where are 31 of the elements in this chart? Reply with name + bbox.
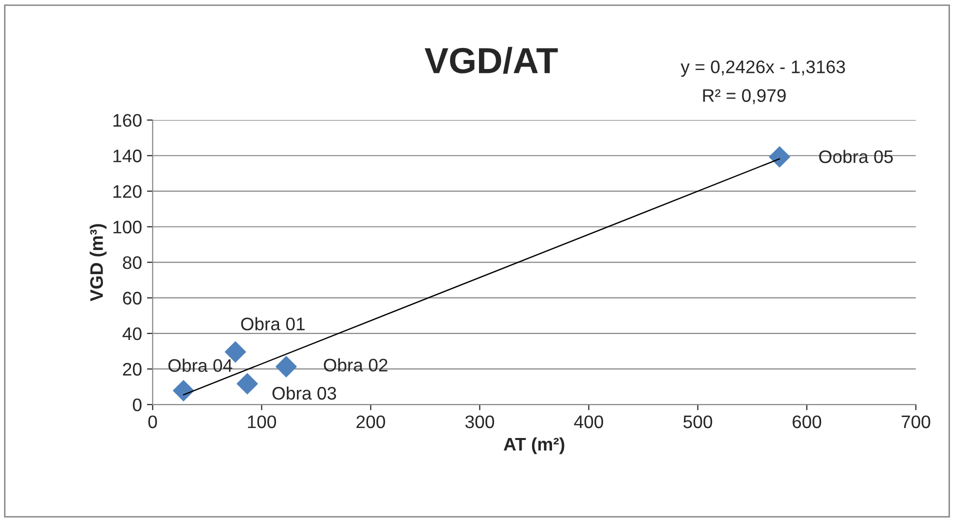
x-tick-label: 600 [792, 415, 822, 428]
annotation: Obra 02 [324, 358, 388, 372]
x-tick-label: 100 [248, 415, 276, 428]
y-tick-label: 40 [122, 327, 142, 340]
text: R² = 0,979 [703, 89, 786, 104]
chart-title: VGD/AT [424, 46, 558, 74]
point [276, 356, 297, 378]
x-tick-label: 0 [148, 415, 157, 428]
annotation: Oobra 05 [819, 150, 893, 164]
annotation: Obra 03 [272, 386, 336, 400]
text: y = 0,2426x - 1,3163 [680, 60, 845, 77]
x-tick-label: 400 [574, 415, 604, 428]
y-tick-label: 20 [123, 362, 142, 376]
y-tick-label: 80 [122, 256, 142, 270]
y-tick-label: 60 [123, 292, 142, 305]
annotation: Obra 04 [168, 358, 232, 372]
x-tick-label: 200 [356, 415, 386, 428]
x-tick-label: 300 [465, 415, 494, 428]
x-axis-title: AT (m²) [504, 437, 564, 454]
point [768, 146, 790, 168]
x-tick-label: 500 [683, 415, 712, 428]
point [172, 380, 194, 402]
y-tick-label: 100 [113, 220, 142, 234]
y-tick-label: 120 [113, 185, 142, 198]
y-tick-label: 0 [132, 398, 142, 412]
y-axis-title: VGD (m³) [90, 224, 107, 302]
y-tick-label: 140 [113, 150, 142, 162]
x-tick-label: 700 [902, 415, 930, 428]
y-tick-label: 160 [113, 114, 142, 127]
point [236, 373, 258, 394]
annotation: Obra 01 [241, 317, 305, 330]
